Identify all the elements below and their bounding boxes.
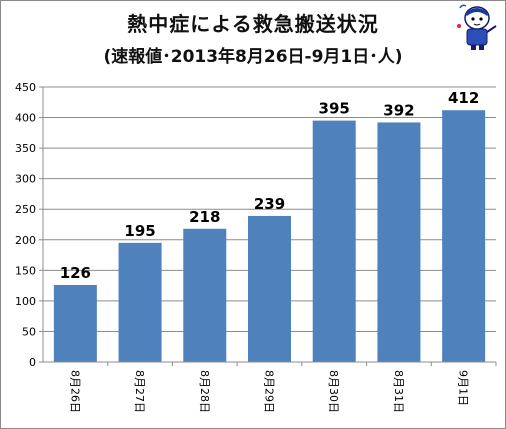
bar bbox=[53, 285, 97, 362]
y-axis: 0 50 100 150 200 250 300 350 400 450 bbox=[15, 81, 44, 369]
x-axis: 8月26日 8月27日 8月28日 8月29日 8月30日 8月31日 9月1日 bbox=[43, 361, 497, 413]
bar bbox=[442, 110, 486, 362]
bar bbox=[312, 120, 356, 362]
y-tick-label: 0 bbox=[29, 356, 36, 369]
y-tick-label: 200 bbox=[15, 234, 36, 247]
bar bbox=[118, 242, 162, 362]
x-tick-label: 9月1日 bbox=[457, 370, 470, 406]
bars bbox=[53, 110, 486, 362]
y-tick-label: 450 bbox=[15, 81, 36, 94]
data-label: 412 bbox=[448, 89, 479, 107]
data-label: 195 bbox=[124, 222, 155, 240]
chart-subtitle: (速報値･2013年8月26日-9月1日･人) bbox=[103, 47, 403, 67]
bar bbox=[248, 215, 291, 362]
y-tick-label: 350 bbox=[15, 142, 36, 155]
data-label: 126 bbox=[60, 264, 91, 282]
data-label: 239 bbox=[254, 195, 285, 213]
x-tick-label: 8月31日 bbox=[392, 370, 405, 413]
y-tick-label: 50 bbox=[22, 325, 36, 338]
y-tick-label: 150 bbox=[15, 264, 36, 277]
y-tick-label: 400 bbox=[15, 112, 36, 125]
x-tick-label: 8月30日 bbox=[327, 370, 340, 413]
data-labels: 126 195 218 239 395 392 412 bbox=[60, 89, 480, 282]
data-label: 395 bbox=[319, 100, 350, 118]
y-tick-label: 250 bbox=[15, 203, 36, 216]
bar bbox=[377, 122, 421, 362]
y-tick-label: 100 bbox=[15, 295, 36, 308]
y-tick-label: 300 bbox=[15, 173, 36, 186]
bar bbox=[183, 228, 227, 362]
x-tick-label: 8月27日 bbox=[133, 370, 146, 413]
x-tick-label: 8月28日 bbox=[198, 370, 211, 413]
x-tick-label: 8月26日 bbox=[68, 370, 81, 413]
x-tick-label: 8月29日 bbox=[263, 370, 276, 413]
mascot-icon bbox=[457, 4, 497, 50]
chart-title: 熱中症による救急搬送状況 bbox=[127, 12, 379, 36]
data-label: 392 bbox=[383, 101, 414, 119]
data-label: 218 bbox=[189, 208, 220, 226]
